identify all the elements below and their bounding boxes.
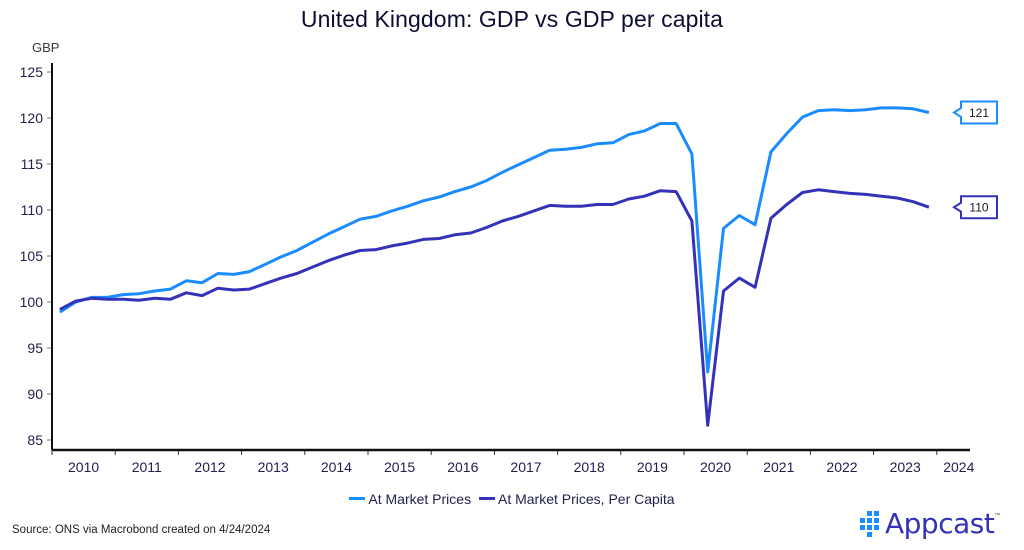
y-tick: 85	[27, 432, 52, 448]
x-tick: 2019	[620, 450, 668, 475]
y-tick: 115	[21, 156, 52, 172]
x-tick: 2023	[873, 450, 921, 475]
y-tick-label: 120	[20, 110, 44, 126]
y-tick-label: 90	[27, 386, 43, 402]
x-tick-label: 2020	[700, 459, 731, 475]
x-tick: 2014	[304, 450, 352, 475]
source-note: Source: ONS via Macrobond created on 4/2…	[12, 524, 271, 536]
x-tick-label: 2024	[943, 459, 974, 475]
y-tick-label: 105	[20, 248, 44, 264]
legend-swatch-per-capita	[478, 497, 495, 500]
x-tick: 2017	[493, 450, 542, 475]
y-tick-label: 115	[21, 156, 44, 172]
y-tick-label: 100	[20, 294, 44, 310]
y-axis: 125 120 115 110 105 100 95 90 85	[20, 64, 52, 448]
x-tick-label: 2021	[763, 459, 794, 475]
x-tick: 2015	[367, 450, 415, 475]
x-axis: 2010 2011 2012 2013 2014 2015 2016 2017 2018 2019…	[51, 450, 975, 475]
end-label-per-capita: 110	[952, 195, 998, 220]
appcast-logo-text: Appcast	[885, 507, 995, 540]
end-label-market-prices: 121	[952, 100, 998, 125]
x-tick-label: 2015	[384, 459, 415, 475]
x-tick-label: 2016	[447, 459, 478, 475]
x-tick: 2018	[557, 450, 605, 475]
x-tick: 2013	[241, 450, 289, 475]
x-tick-label: 2010	[68, 459, 99, 475]
series-line-market-prices	[59, 106, 930, 374]
x-tick: 2012	[177, 450, 226, 475]
y-tick: 110	[21, 202, 52, 218]
y-tick-label: 85	[27, 432, 43, 448]
appcast-logo-icon	[860, 510, 879, 537]
x-tick: 2024	[936, 450, 975, 475]
y-tick-label: 125	[20, 64, 44, 80]
x-tick: 2021	[746, 450, 795, 475]
x-tick-label: 2019	[637, 459, 668, 475]
y-tick-label: 95	[27, 340, 43, 356]
trademark-symbol: ™	[994, 513, 1001, 519]
legend-item-per-capita: At Market Prices, Per Capita	[478, 490, 675, 507]
x-tick: 2020	[683, 450, 731, 475]
y-tick: 120	[20, 110, 52, 126]
legend-item-market-prices: At Market Prices	[349, 491, 471, 507]
y-tick: 105	[20, 248, 52, 264]
y-tick: 100	[20, 294, 52, 310]
end-label-value: 121	[969, 106, 989, 120]
x-tick-label: 2022	[826, 459, 857, 475]
end-label-value: 110	[969, 201, 988, 215]
y-tick: 90	[27, 386, 52, 402]
x-tick: 2022	[809, 450, 858, 475]
x-tick-label: 2012	[194, 459, 225, 475]
legend: At Market Prices At Market Prices, Per C…	[0, 487, 1024, 507]
series-lines	[59, 106, 930, 427]
x-tick-label: 2013	[258, 459, 289, 475]
x-tick-label: 2017	[510, 459, 541, 475]
y-tick: 125	[20, 64, 52, 80]
x-tick-label: 2018	[574, 459, 605, 475]
y-tick: 95	[27, 340, 52, 356]
x-tick: 2010	[51, 450, 99, 475]
x-tick-label: 2023	[890, 459, 921, 475]
end-labels: 121 110	[952, 100, 998, 220]
x-tick-label: 2014	[321, 459, 352, 475]
legend-label-per-capita: At Market Prices, Per Capita	[497, 490, 675, 507]
x-tick: 2016	[430, 450, 479, 475]
x-tick-label: 2011	[132, 459, 162, 475]
x-tick: 2011	[114, 450, 162, 475]
chart-title: United Kingdom: GDP vs GDP per capita	[300, 6, 724, 32]
series-line-per-capita	[59, 188, 930, 427]
appcast-logo: Appcast ™	[860, 507, 1000, 540]
y-tick-label: 110	[21, 202, 44, 218]
legend-label-market-prices: At Market Prices	[368, 490, 472, 507]
legend-swatch-market-prices	[349, 497, 366, 500]
y-axis-unit-label: GBP	[32, 40, 60, 55]
